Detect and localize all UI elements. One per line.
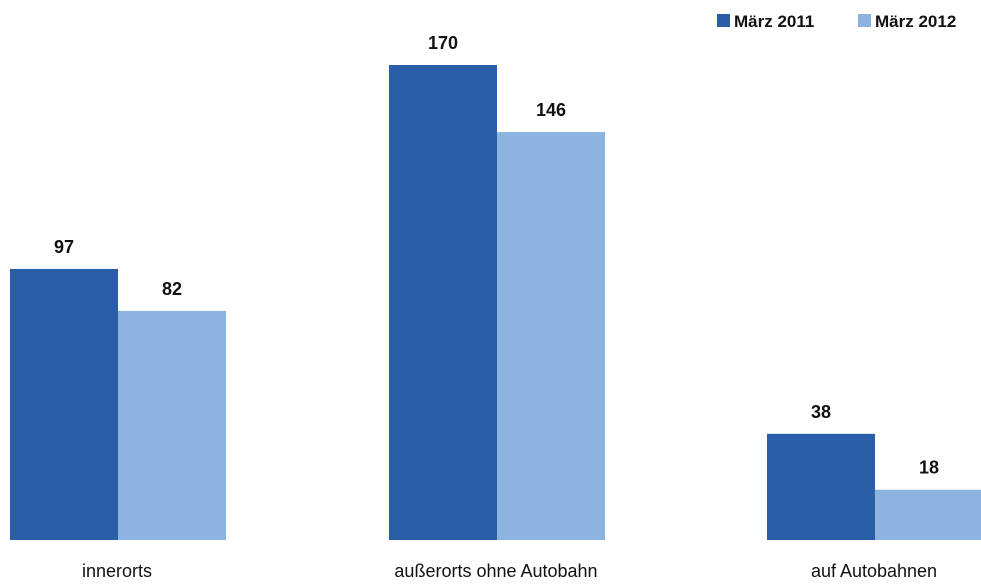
- category-labels: innerorts außerorts ohne Autobahn auf Auto…: [82, 561, 937, 581]
- legend-label-maerz-2012: März 2012: [875, 12, 956, 31]
- bars: [10, 65, 981, 540]
- bar-auf-autobahnen-maerz-2012: [875, 489, 981, 540]
- bar-auf-autobahnen-maerz-2011: [767, 433, 875, 540]
- bar-ausserorts-ohne-autobahn-maerz-2012: [497, 132, 605, 540]
- value-label-auf-autobahnen-maerz-2011: 38: [811, 402, 831, 422]
- legend-swatch-maerz-2011: [717, 14, 730, 27]
- legend: März 2011 März 2012: [717, 12, 956, 31]
- category-label-auf-autobahnen: auf Autobahnen: [811, 561, 937, 581]
- category-label-innerorts: innerorts: [82, 561, 152, 581]
- value-label-auf-autobahnen-maerz-2012: 18: [919, 458, 939, 478]
- value-label-innerorts-maerz-2011: 97: [54, 237, 74, 257]
- value-label-ausserorts-ohne-autobahn-maerz-2012: 146: [536, 100, 566, 120]
- bar-innerorts-maerz-2012: [118, 310, 226, 540]
- bar-innerorts-maerz-2011: [10, 268, 118, 540]
- legend-label-maerz-2011: März 2011: [734, 12, 814, 31]
- legend-swatch-maerz-2012: [858, 14, 871, 27]
- value-label-ausserorts-ohne-autobahn-maerz-2011: 170: [428, 33, 458, 53]
- bar-ausserorts-ohne-autobahn-maerz-2011: [389, 65, 497, 540]
- category-label-ausserorts-ohne-autobahn: außerorts ohne Autobahn: [394, 561, 597, 581]
- value-labels: 97 82 170 146 38 18: [54, 33, 939, 478]
- value-label-innerorts-maerz-2012: 82: [162, 279, 182, 299]
